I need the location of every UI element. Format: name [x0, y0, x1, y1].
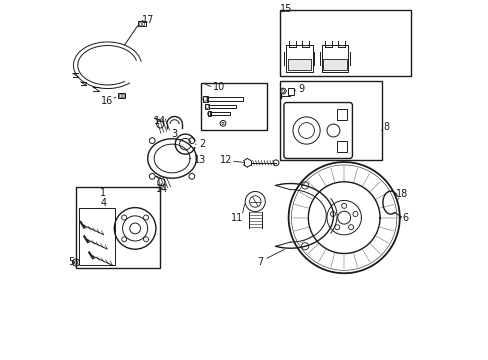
Text: 3: 3: [171, 129, 177, 139]
Bar: [287, 59, 310, 70]
Text: 10: 10: [213, 82, 225, 93]
Bar: [207, 111, 211, 116]
Bar: [279, 81, 381, 160]
Text: 14: 14: [156, 184, 168, 194]
Text: 17: 17: [141, 15, 154, 26]
Text: 7: 7: [257, 257, 263, 267]
Text: 11: 11: [230, 213, 242, 222]
Bar: [208, 105, 235, 108]
Bar: [210, 112, 230, 116]
Text: 2: 2: [199, 139, 205, 149]
Bar: [323, 59, 346, 70]
Bar: [119, 94, 121, 97]
Text: 18: 18: [395, 189, 407, 199]
Text: 12: 12: [219, 155, 232, 165]
Text: 9: 9: [298, 84, 305, 94]
Bar: [336, 109, 346, 120]
Bar: [118, 93, 124, 98]
Text: 4: 4: [101, 198, 107, 208]
Text: 6: 6: [401, 213, 407, 222]
Bar: [122, 94, 124, 97]
Text: 1: 1: [100, 188, 106, 198]
Text: 15: 15: [279, 4, 291, 14]
Text: 16: 16: [101, 96, 113, 106]
Bar: [137, 21, 145, 26]
Text: 5: 5: [68, 257, 74, 267]
Text: 13: 13: [193, 155, 205, 165]
Bar: [79, 208, 115, 265]
Bar: [76, 187, 160, 268]
Text: 8: 8: [382, 122, 388, 132]
Bar: [287, 88, 293, 95]
Bar: [202, 96, 207, 102]
Bar: [336, 141, 346, 152]
Bar: [201, 83, 266, 130]
Bar: [204, 104, 209, 109]
Bar: [206, 97, 242, 101]
Bar: [142, 22, 144, 25]
Bar: [139, 22, 141, 25]
Text: 14: 14: [154, 116, 166, 126]
Bar: [279, 10, 410, 76]
